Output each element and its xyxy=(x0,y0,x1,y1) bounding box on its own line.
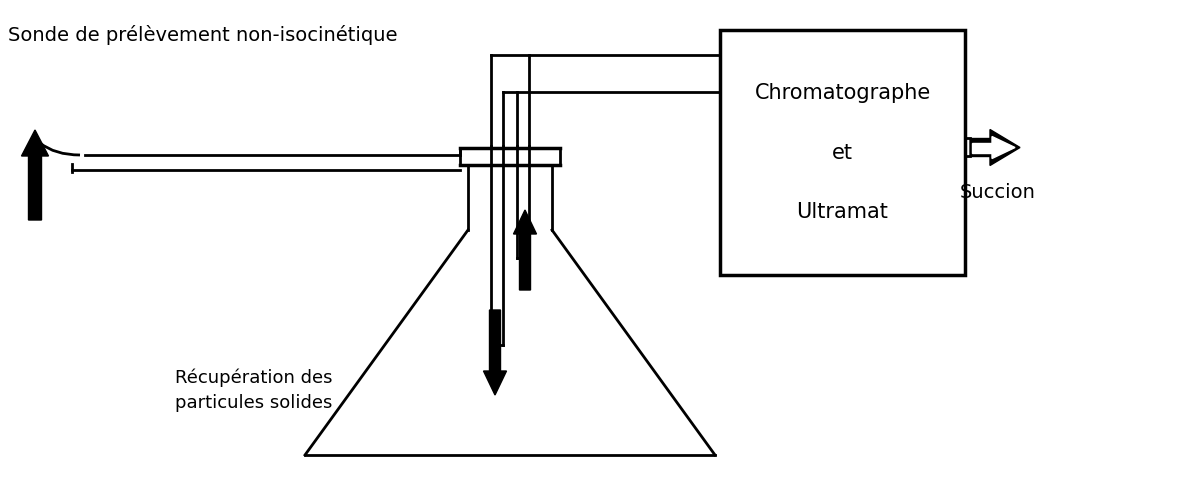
Bar xyxy=(972,143,991,152)
Text: Récupération des
particules solides: Récupération des particules solides xyxy=(175,368,332,412)
FancyArrow shape xyxy=(970,129,1020,166)
FancyArrow shape xyxy=(483,310,506,395)
FancyArrow shape xyxy=(22,130,49,220)
Text: Chromatographe

et

Ultramat: Chromatographe et Ultramat xyxy=(755,83,930,221)
Polygon shape xyxy=(991,137,1015,158)
Text: Succion: Succion xyxy=(959,183,1036,202)
FancyArrow shape xyxy=(513,210,537,290)
Text: Sonde de prélèvement non-isocinétique: Sonde de prélèvement non-isocinétique xyxy=(8,25,397,45)
Bar xyxy=(720,30,965,275)
